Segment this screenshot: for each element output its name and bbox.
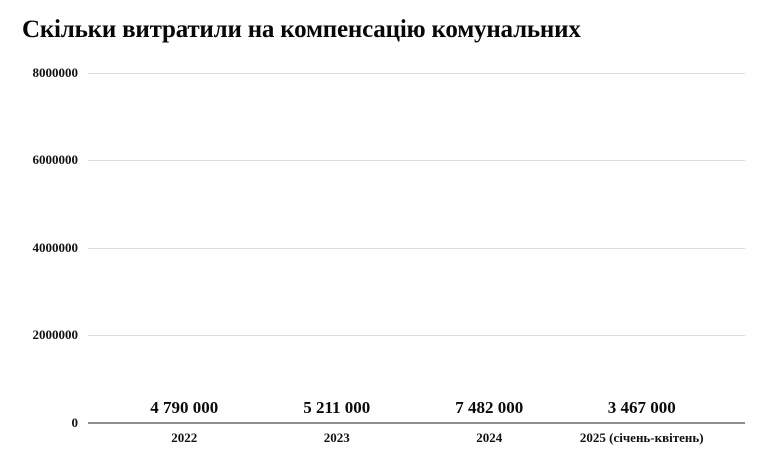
bar-value-label: 5 211 000 [303,398,371,417]
y-tick-label: 2000000 [32,327,79,342]
x-tick-label-2025: 2025 (січень-квітень) [579,430,704,445]
gridline-6000000 [88,160,745,161]
chart-title: Скільки витратили на компенсацію комунал… [22,16,581,43]
y-tick-label: 4000000 [32,240,79,255]
bars-row: 4 790 000 5 211 000 7 482 000 3 467 000 [108,73,718,423]
bar-group-2023: 5 211 000 [261,398,414,423]
x-tick-label-2023: 2023 [323,430,350,445]
y-tick-label: 6000000 [32,152,79,167]
bar-value-label: 3 467 000 [607,398,676,417]
x-axis: 2022 2023 2024 2025 (січень-квітень) [108,430,718,446]
gridline-4000000 [88,248,745,249]
y-tick-label: 0 [71,415,79,430]
bar-group-2022: 4 790 000 [108,398,261,423]
gridline-2000000 [88,335,745,336]
x-axis-line [88,422,745,424]
y-axis: 8000000 6000000 4000000 2000000 0 [0,65,79,430]
bar-group-2024: 7 482 000 [413,398,566,423]
bar-group-2025: 3 467 000 [566,398,719,423]
x-tick-label-2022: 2022 [171,430,198,445]
bar-value-label: 7 482 000 [455,398,524,417]
gridline-8000000 [88,73,745,74]
y-tick-label: 8000000 [32,65,79,80]
plot-area: 4 790 000 5 211 000 7 482 000 3 467 000 [88,73,745,424]
x-tick-label-2024: 2024 [476,430,503,445]
bar-value-label: 4 790 000 [150,398,219,417]
